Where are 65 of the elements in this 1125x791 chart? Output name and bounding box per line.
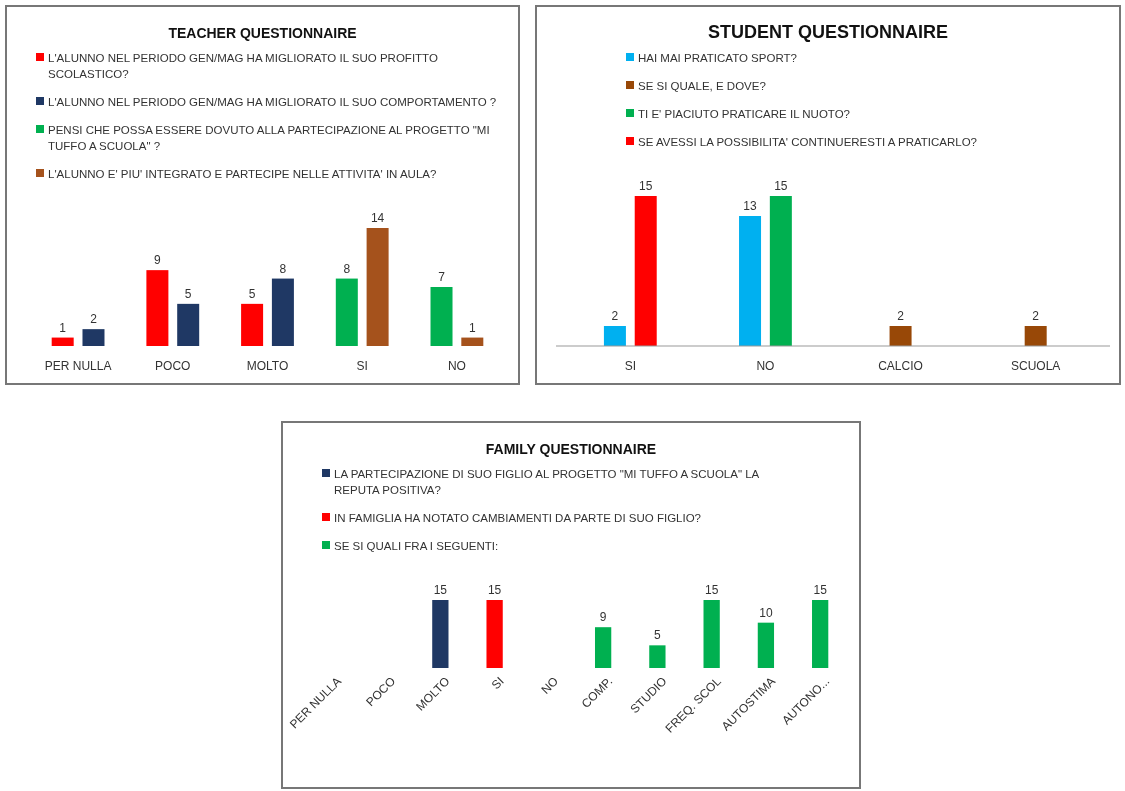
bar [486, 600, 503, 668]
legend-label: HAI MAI PRATICATO SPORT? [638, 52, 797, 64]
bar [432, 600, 449, 668]
x-tick-label: SCUOLA [1011, 359, 1061, 373]
bar [430, 287, 453, 346]
x-tick-label: SI [356, 359, 368, 373]
data-label: 10 [759, 605, 773, 620]
data-label: 2 [90, 312, 98, 327]
x-tick-label: NO [538, 674, 561, 697]
bar [271, 278, 294, 346]
data-label: 2 [611, 309, 619, 323]
legend-label: L'ALUNNO NEL PERIODO GEN/MAG HA MIGLIORATO IL SUO PROFITTO SCOLASTICO? [48, 52, 438, 80]
x-tick-label: PER NULLA [44, 359, 112, 373]
data-label: 15 [774, 179, 788, 193]
data-label: 13 [743, 199, 758, 213]
data-label: 5 [184, 286, 192, 301]
data-label: 2 [897, 309, 905, 323]
bar [177, 303, 200, 346]
legend-label: SE AVESSI LA POSSIBILITA' CONTINUERESTI A PRATICARLO? [638, 136, 977, 148]
bar [594, 627, 612, 668]
bar [649, 645, 666, 668]
bar [335, 278, 358, 346]
data-label: 15 [639, 179, 653, 193]
data-label: 2 [1032, 309, 1040, 323]
x-tick-label: SI [488, 674, 507, 693]
bar [241, 303, 264, 346]
legend-label: PENSI CHE POSSA ESSERE DOVUTO ALLA PARTECIPAZIONE AL PROGETTO "MI TUFFO A SCUOLA" ? [48, 124, 490, 152]
data-label: 7 [438, 270, 446, 284]
bar [366, 228, 389, 346]
chart-title: FAMILY QUESTIONNAIRE [485, 441, 657, 457]
x-tick-label: SI [624, 359, 636, 373]
data-label: 1 [468, 320, 476, 335]
legend-label: L'ALUNNO E' PIU' INTEGRATO E PARTECIPE NELLE ATTIVITA' IN AULA? [48, 168, 437, 180]
bar [51, 337, 74, 346]
bar [703, 600, 720, 668]
legend-label: LA PARTECIPAZIONE DI SUO FIGLIO AL PROGETTO "MI TUFFO A SCUOLA" LA REPUTA POSITIVA? [334, 468, 760, 496]
data-label: 15 [487, 583, 502, 597]
legend-label: IN FAMIGLIA HA NOTATO CAMBIAMENTI DA PARTE DI SUO FIGLIO? [334, 512, 702, 524]
bar [82, 329, 105, 346]
legend-label: TI E' PIACIUTO PRATICARE IL NUOTO? [638, 108, 851, 120]
bar [461, 337, 484, 346]
legend-label: SE SI QUALI FRA I SEGUENTI: [334, 540, 499, 552]
x-tick-label: POCO [155, 359, 191, 373]
chart-title: STUDENT QUESTIONNAIRE [707, 22, 949, 42]
x-tick-label: CALCIO [878, 359, 923, 373]
data-label: 9 [599, 610, 607, 625]
data-label: 5 [248, 286, 256, 301]
data-label: 9 [154, 253, 162, 268]
x-tick-label: MOLTO [246, 359, 289, 373]
bar [812, 600, 829, 668]
data-label: 8 [343, 261, 351, 276]
x-tick-label: NO [447, 359, 466, 373]
data-label: 15 [433, 583, 448, 597]
data-label: 15 [704, 583, 719, 597]
chart-title: TEACHER QUESTIONNAIRE [168, 25, 357, 41]
data-label: 14 [370, 211, 385, 225]
x-tick-label: NO [756, 359, 775, 373]
legend-label: SE SI QUALE, E DOVE? [638, 80, 766, 92]
data-label: 15 [813, 583, 828, 597]
bar [757, 622, 775, 668]
data-label: 1 [59, 320, 67, 335]
bar [146, 270, 169, 346]
data-label: 5 [654, 628, 662, 643]
data-label: 8 [279, 261, 287, 276]
legend-label: L'ALUNNO NEL PERIODO GEN/MAG HA MIGLIORATO IL SUO COMPORTAMENTO ? [48, 96, 497, 108]
